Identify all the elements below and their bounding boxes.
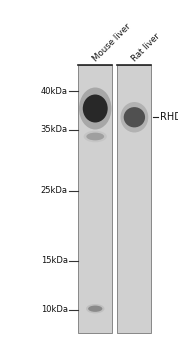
Ellipse shape	[124, 107, 145, 127]
Ellipse shape	[88, 306, 102, 312]
FancyBboxPatch shape	[78, 65, 112, 332]
Ellipse shape	[79, 88, 111, 130]
Text: 10kDa: 10kDa	[41, 305, 68, 314]
FancyBboxPatch shape	[117, 65, 151, 332]
Text: 25kDa: 25kDa	[41, 186, 68, 195]
Text: 15kDa: 15kDa	[41, 256, 68, 265]
Text: Mouse liver: Mouse liver	[91, 22, 132, 63]
Text: 40kDa: 40kDa	[41, 86, 68, 96]
Ellipse shape	[84, 131, 107, 142]
Ellipse shape	[86, 133, 104, 140]
Ellipse shape	[86, 304, 104, 314]
Ellipse shape	[121, 102, 148, 133]
Ellipse shape	[83, 94, 108, 122]
Text: 35kDa: 35kDa	[41, 125, 68, 134]
Text: Rat liver: Rat liver	[130, 31, 162, 63]
Text: RHD: RHD	[160, 112, 178, 122]
